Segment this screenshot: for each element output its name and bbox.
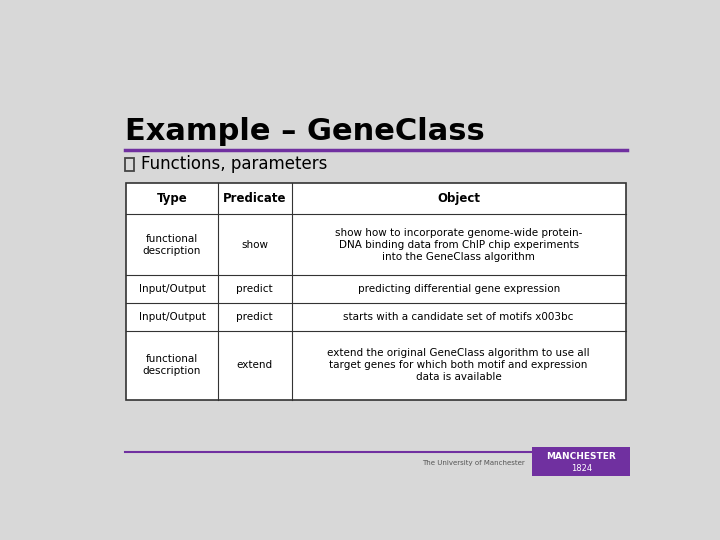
- Text: Predicate: Predicate: [223, 192, 287, 205]
- Text: Type: Type: [156, 192, 187, 205]
- Text: extend the original GeneClass algorithm to use all
target genes for which both m: extend the original GeneClass algorithm …: [328, 348, 590, 382]
- Text: The University of Manchester: The University of Manchester: [423, 460, 526, 466]
- Text: show how to incorporate genome-wide protein-
DNA binding data from ChIP chip exp: show how to incorporate genome-wide prot…: [335, 228, 582, 262]
- Text: Input/Output: Input/Output: [138, 285, 205, 294]
- Bar: [125, 158, 134, 171]
- Text: Example – GeneClass: Example – GeneClass: [125, 117, 485, 146]
- Text: predict: predict: [236, 313, 273, 322]
- Text: extend: extend: [237, 361, 273, 370]
- Text: MANCHESTER: MANCHESTER: [546, 451, 616, 461]
- Text: starts with a candidate set of motifs x003bc: starts with a candidate set of motifs x0…: [343, 313, 574, 322]
- Text: Input/Output: Input/Output: [138, 313, 205, 322]
- Text: Object: Object: [437, 192, 480, 205]
- Text: predict: predict: [236, 285, 273, 294]
- Bar: [533, 447, 630, 476]
- Text: predicting differential gene expression: predicting differential gene expression: [358, 285, 559, 294]
- Text: 1824: 1824: [571, 463, 592, 472]
- Bar: [126, 183, 626, 400]
- Text: show: show: [241, 240, 268, 249]
- Text: functional
description: functional description: [143, 354, 201, 376]
- Text: Functions, parameters: Functions, parameters: [141, 155, 328, 173]
- Text: functional
description: functional description: [143, 234, 201, 256]
